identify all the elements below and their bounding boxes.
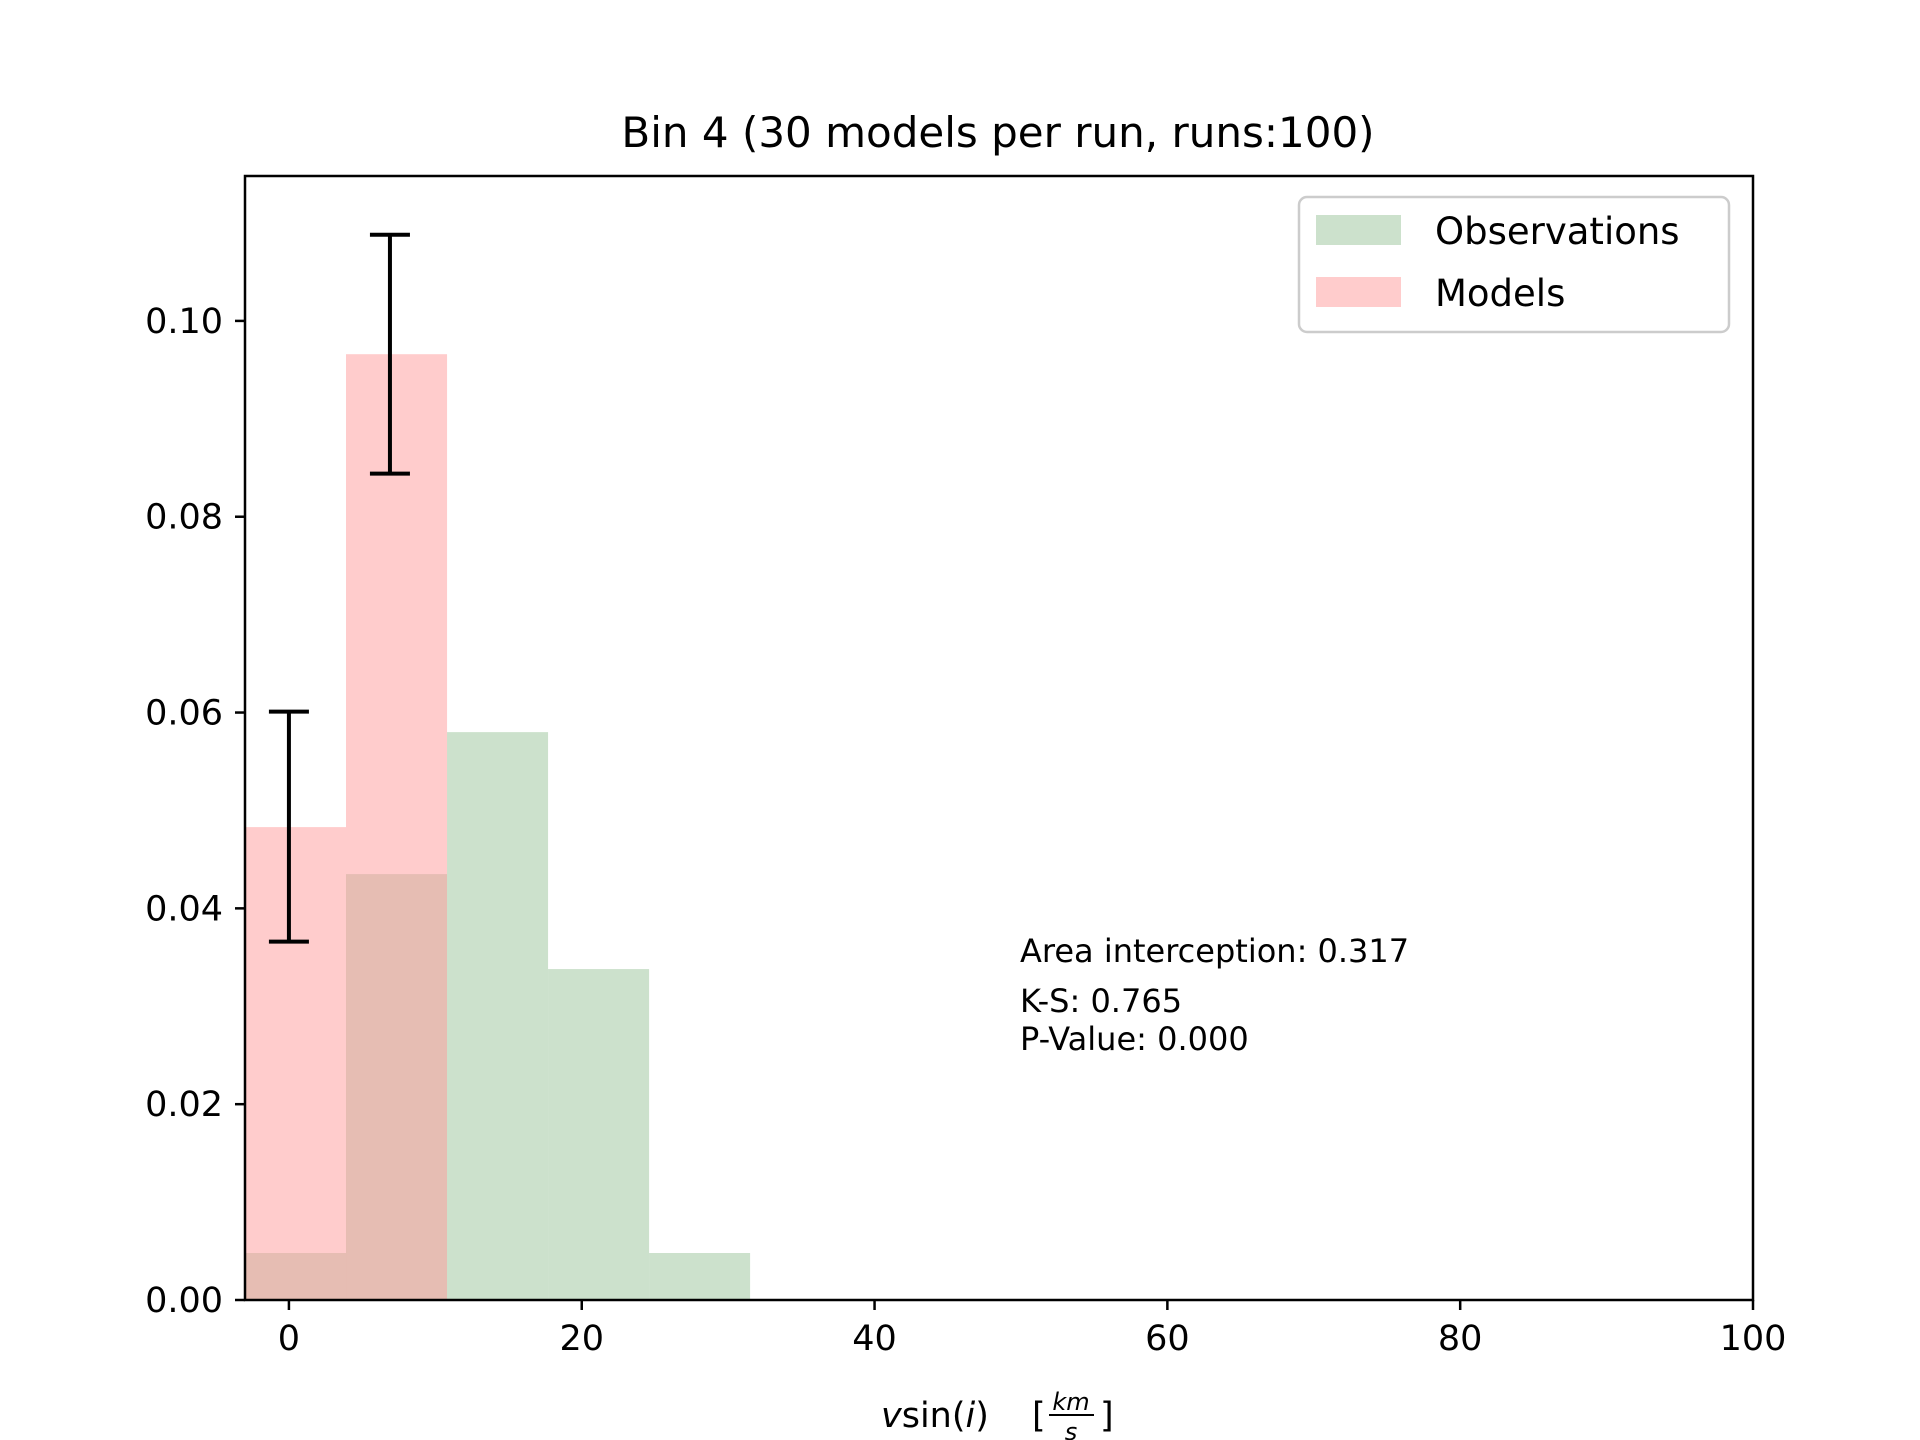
observations-bar [548,969,650,1300]
x-tick-label: 0 [278,1319,300,1359]
x-tick-label: 100 [1720,1319,1787,1359]
legend-label-models: Models [1435,272,1565,315]
area-interception-text: Area interception: 0.317 [1020,932,1409,970]
ks-statistic-text: K-S: 0.765 [1020,982,1182,1020]
error-bars [268,232,410,944]
legend-box [1297,195,1731,334]
plot-frame [243,174,1755,1302]
legend-label-observations: Observations [1435,210,1680,253]
observations-bar [447,732,549,1300]
x-axis-unit-denominator: s [1065,1418,1078,1440]
p-value-text: P-Value: 0.000 [1020,1020,1249,1058]
y-tick-label: 0.08 [145,498,223,538]
legend: Observations Models [1297,195,1731,334]
y-axis-ticks: 0.00 0.02 0.04 0.06 0.08 0.10 [145,302,245,1321]
observations-bar [649,1253,751,1300]
x-axis-unit-open-bracket: [ [1032,1396,1046,1436]
y-tick-label: 0.06 [145,694,223,734]
models-bar [346,354,448,1300]
chart-title: Bin 4 (30 models per run, runs:100) [621,108,1374,157]
y-tick-label: 0.02 [145,1085,223,1125]
legend-swatch-observations [1316,215,1401,245]
x-axis-label: vsin(i) [881,1396,989,1436]
x-tick-label: 60 [1145,1319,1190,1359]
x-axis-unit-numerator: km [1052,1388,1089,1416]
x-tick-label: 40 [852,1319,897,1359]
legend-swatch-models [1316,277,1401,307]
y-tick-label: 0.04 [145,889,223,929]
x-tick-label: 20 [559,1319,604,1359]
models-bar [245,827,347,1300]
x-axis-unit-close-bracket: ] [1100,1396,1114,1436]
x-axis-ticks: 0 20 40 60 80 100 [278,1300,1787,1359]
models-series [245,354,448,1300]
x-tick-label: 80 [1438,1319,1483,1359]
y-tick-label: 0.00 [145,1281,223,1321]
y-tick-label: 0.10 [145,302,223,342]
